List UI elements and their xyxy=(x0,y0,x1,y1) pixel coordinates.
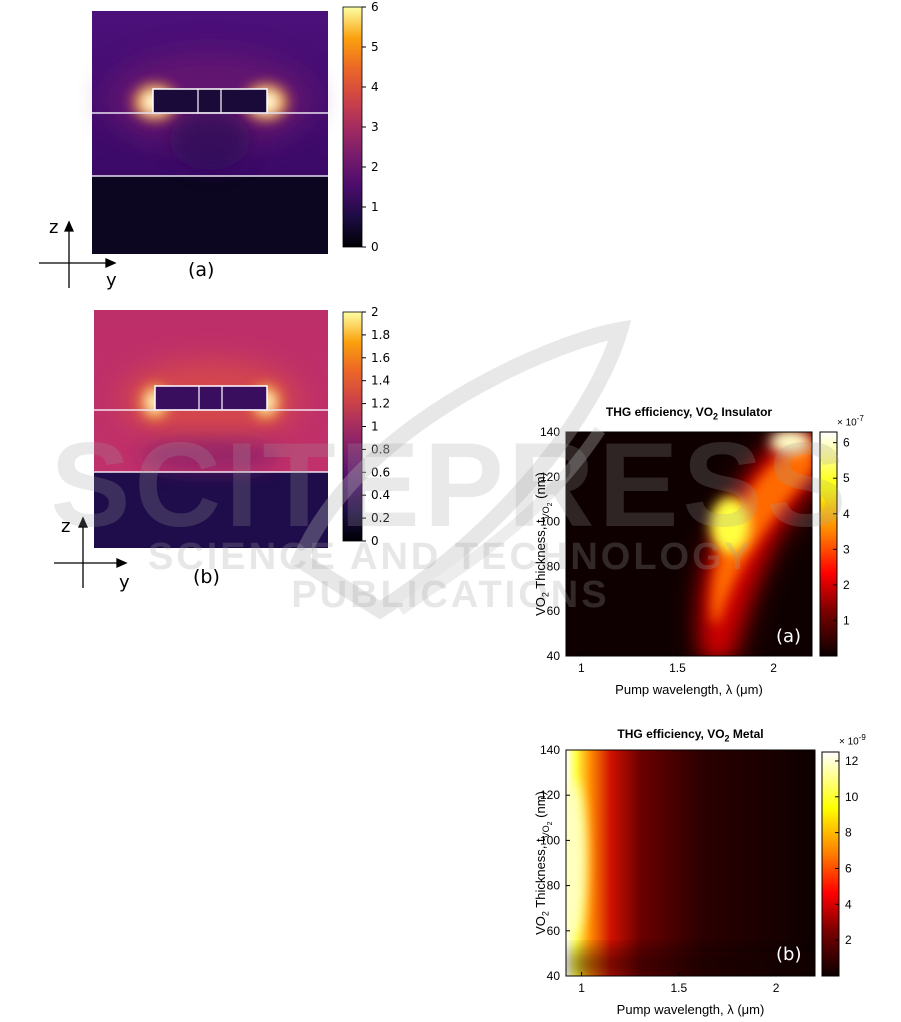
watermark-small-text: SCIENCE AND TECHNOLOGY PUBLICATIONS xyxy=(147,536,754,616)
colorbar-b-tick-label: 1.6 xyxy=(371,351,390,365)
colorbar-b-tick-label: 0.2 xyxy=(371,511,390,525)
thg-insulator-xtick-label: 1.5 xyxy=(669,661,686,675)
thg-insulator-ytick-label: 120 xyxy=(540,470,560,484)
colorbar-b-tick-label: 1.2 xyxy=(371,397,390,411)
axes-glyph-b xyxy=(54,516,128,588)
colorbar-b-tick-label: 1.8 xyxy=(371,328,390,342)
thg-insulator-ytick-label: 100 xyxy=(540,515,560,529)
colorbar-b-tick-label: 1.4 xyxy=(371,374,390,388)
thg-metal-cbtick-label: 10 xyxy=(845,790,859,804)
thg-insulator-ytick-label: 60 xyxy=(547,604,561,618)
field-map-b xyxy=(94,310,328,548)
colorbar-a-tick-label: 2 xyxy=(371,160,379,174)
colorbar-a xyxy=(342,6,363,248)
thg-insulator-ytick-label: 80 xyxy=(547,559,561,573)
thg-metal-xtick-label: 1.5 xyxy=(670,981,687,995)
colorbar-a-tick-label: 1 xyxy=(371,200,379,214)
colorbar-a-tick-label: 3 xyxy=(371,120,379,134)
thg-metal-cbtick-label: 12 xyxy=(845,754,859,768)
thg-metal-ytick-label: 140 xyxy=(540,743,560,757)
thg-metal-cbtick-label: 8 xyxy=(845,826,852,840)
field-map-b-axis-z-label: z xyxy=(61,516,71,537)
thg-metal-xlabel: Pump wavelength, λ (μm) xyxy=(616,1002,765,1017)
colorbar-a-tick-label: 4 xyxy=(371,80,379,94)
colorbar-b-ticks: 2 1.8 1.6 1.4 1.2 1 0.8 0.6 0.4 0.2 0 xyxy=(362,305,390,548)
colorbar-a-tick-label: 0 xyxy=(371,240,379,254)
thg-insulator-ylabel: VO2 Thickness, tVO2 (nm) xyxy=(533,472,554,616)
axes-glyph-a xyxy=(39,220,117,288)
thg-insulator-xlabel: Pump wavelength, λ (μm) xyxy=(615,682,763,697)
thg-insulator-cbtick-label: 1 xyxy=(843,613,850,627)
thg-metal-cbtick-label: 6 xyxy=(845,861,852,875)
thg-insulator-cbtick-label: 6 xyxy=(843,436,850,450)
thg-insulator-ytick-label: 140 xyxy=(540,425,560,439)
field-map-b-substrate xyxy=(94,472,328,548)
field-map-a xyxy=(92,11,328,254)
colorbar-a-tick-label: 6 xyxy=(371,0,379,14)
watermark-big-text: SCITEPRESS xyxy=(50,418,851,552)
thg-metal-panel-label: (b) xyxy=(776,944,802,965)
thg-metal-ytick-label: 100 xyxy=(540,833,560,847)
thg-metal-colorbar xyxy=(821,751,840,977)
field-map-a-substrate xyxy=(92,176,328,254)
colorbar-b-tick-label: 1 xyxy=(371,420,379,434)
colorbar-b-tick-label: 0.6 xyxy=(371,465,390,479)
thg-insulator-colorbar-multiplier: × 10-7 xyxy=(837,414,864,429)
colorbar-a-tick-label: 5 xyxy=(371,40,379,54)
thg-metal-ytick-label: 40 xyxy=(547,969,561,983)
colorbar-b-tick-label: 2 xyxy=(371,305,379,319)
thg-metal-title: THG efficiency, VO2 Metal xyxy=(617,727,764,744)
thg-metal-cbtick-label: 4 xyxy=(845,897,852,911)
colorbar-a-ticks: 6 5 4 3 2 1 0 xyxy=(362,0,379,254)
thg-insulator-cbtick-label: 3 xyxy=(843,542,850,556)
watermark xyxy=(289,320,632,620)
thg-metal-ylabel: VO2 Thickness, tVO2 (nm) xyxy=(533,791,554,935)
thg-insulator-heatmap xyxy=(565,431,813,657)
thg-insulator-xtick-label: 1 xyxy=(578,661,585,675)
thg-metal-ytick-label: 80 xyxy=(547,879,561,893)
colorbar-b-tick-label: 0 xyxy=(371,534,379,548)
thg-insulator-ytick-label: 40 xyxy=(547,649,561,663)
thg-metal-xtick-label: 1 xyxy=(578,981,585,995)
thg-metal-ytick-label: 60 xyxy=(547,924,561,938)
thg-insulator-panel-label: (a) xyxy=(776,626,802,647)
thg-insulator-xtick-label: 2 xyxy=(770,661,777,675)
thg-insulator-cbtick-label: 2 xyxy=(843,578,850,592)
field-map-a-axis-y-label: y xyxy=(106,270,117,291)
colorbar-b-tick-label: 0.4 xyxy=(371,488,390,502)
field-map-a-panel-label: (a) xyxy=(188,259,215,281)
thg-metal-heatmap xyxy=(565,749,816,977)
thg-insulator-cbtick-label: 4 xyxy=(843,507,850,521)
thg-metal-cbtick-label: 2 xyxy=(845,933,852,947)
thg-insulator-title: THG efficiency, VO2 Insulator xyxy=(605,405,773,422)
field-map-b-axis-y-label: y xyxy=(119,572,130,593)
thg-metal-ytick-label: 120 xyxy=(540,788,560,802)
thg-insulator-colorbar xyxy=(819,431,838,657)
colorbar-b-tick-label: 0.8 xyxy=(371,442,390,456)
thg-metal-colorbar-multiplier: × 10-9 xyxy=(839,733,866,748)
field-map-a-axis-z-label: z xyxy=(49,217,59,238)
thg-insulator-cbtick-label: 5 xyxy=(843,471,850,485)
thg-metal-xtick-label: 2 xyxy=(773,981,780,995)
field-map-b-panel-label: (b) xyxy=(193,566,220,588)
